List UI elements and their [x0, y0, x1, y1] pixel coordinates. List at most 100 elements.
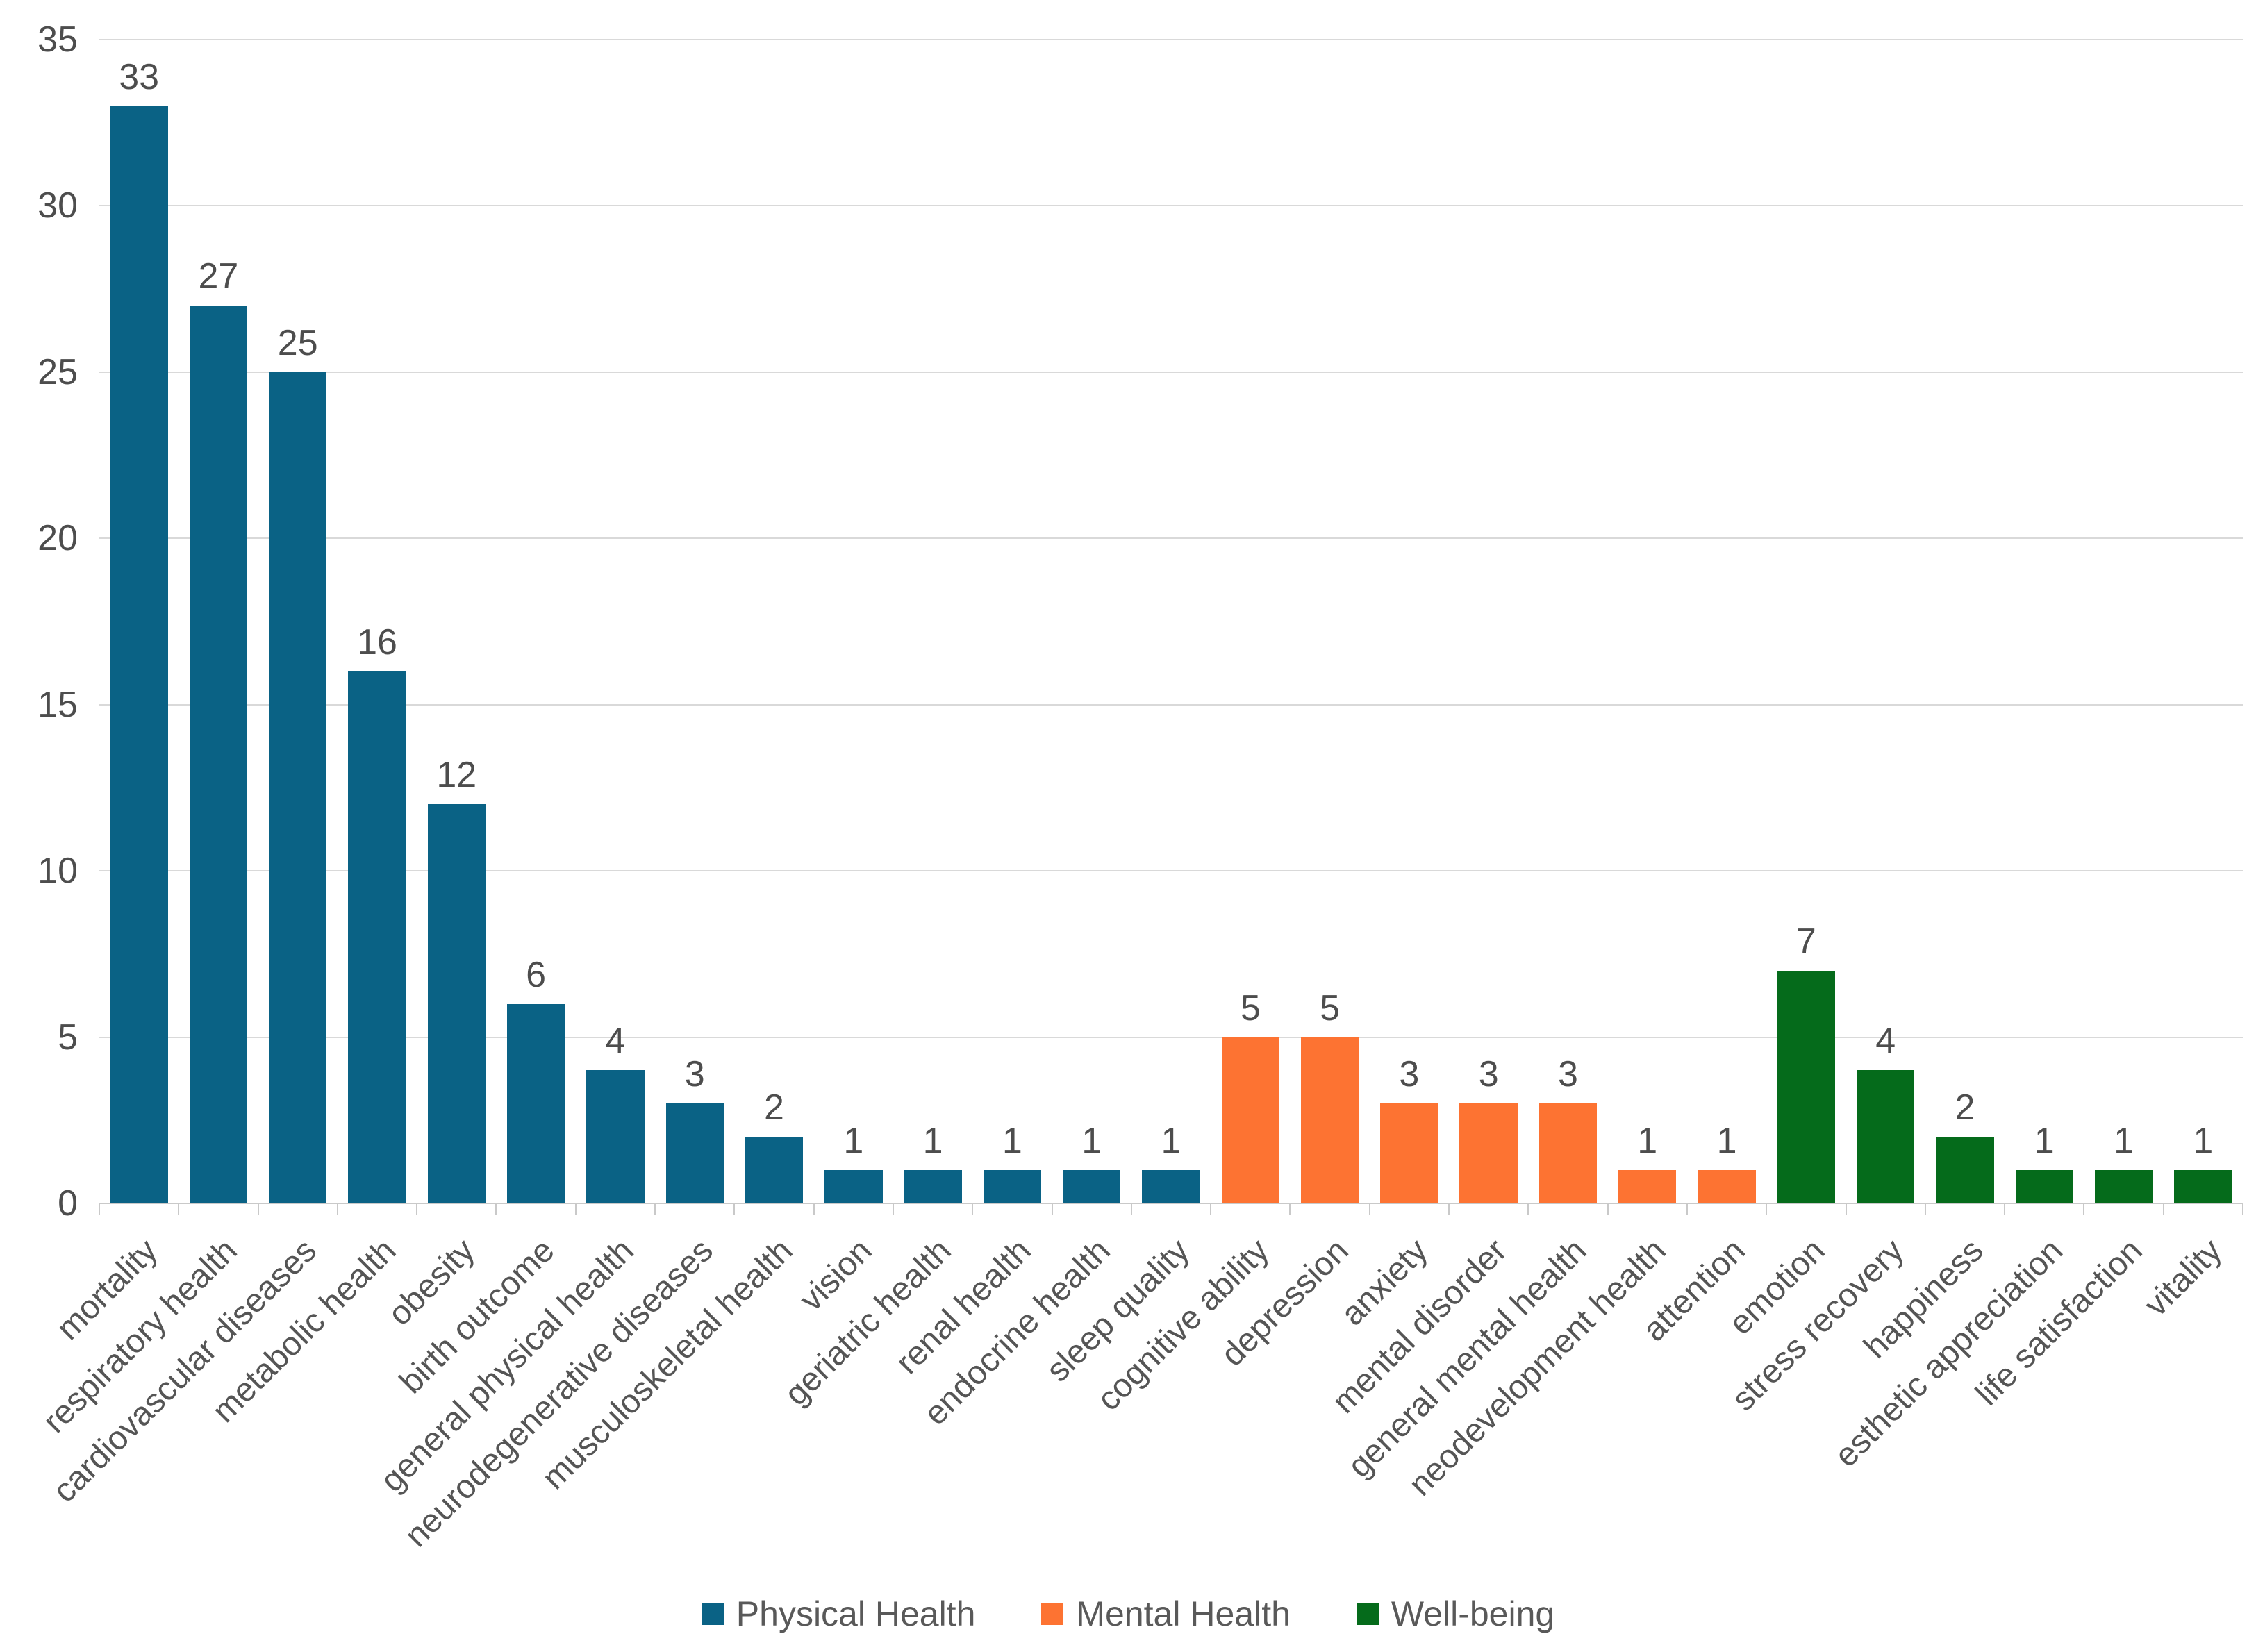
- bar-happiness: [1936, 1137, 1994, 1203]
- gridline-35: [99, 39, 2243, 40]
- y-axis-tick-label: 20: [38, 518, 78, 559]
- x-axis-tick: [336, 1203, 338, 1215]
- value-label: 25: [277, 322, 318, 363]
- gridline-20: [99, 537, 2243, 540]
- legend-swatch: [1041, 1603, 1064, 1625]
- value-label: 4: [605, 1021, 626, 1062]
- value-label: 3: [684, 1054, 705, 1095]
- bar-musculoskeletal-health: [745, 1137, 804, 1203]
- x-axis-tick: [178, 1203, 180, 1215]
- x-axis-tick: [1527, 1203, 1529, 1215]
- value-label: 1: [2193, 1121, 2214, 1162]
- value-label: 3: [1558, 1054, 1578, 1095]
- x-axis-tick: [495, 1203, 497, 1215]
- x-axis-tick: [733, 1203, 736, 1215]
- value-label: 3: [1399, 1054, 1420, 1095]
- gridline-25: [99, 371, 2243, 373]
- category-label: vitality: [2137, 1232, 2229, 1324]
- legend-item-well-being: Well-being: [1356, 1594, 1555, 1633]
- legend-swatch: [1356, 1603, 1379, 1625]
- bar-renal-health: [983, 1170, 1042, 1203]
- bar-mental-disorder: [1459, 1103, 1518, 1203]
- x-axis-tick: [1368, 1203, 1370, 1215]
- x-axis-tick: [99, 1203, 100, 1215]
- x-axis-tick: [1686, 1203, 1688, 1215]
- legend-label: Mental Health: [1076, 1594, 1291, 1633]
- bar-metabolic-health: [348, 671, 406, 1203]
- bar-stress-recovery: [1856, 1070, 1915, 1203]
- x-axis-tick: [416, 1203, 418, 1215]
- bar-life-satisfaction: [2094, 1170, 2153, 1203]
- x-axis-tick: [2083, 1203, 2085, 1215]
- bar-general-mental-health: [1538, 1103, 1598, 1203]
- bar-general-physical-health: [586, 1070, 645, 1203]
- value-label: 1: [1081, 1121, 1102, 1162]
- value-label: 16: [357, 621, 397, 662]
- x-axis-tick: [574, 1203, 577, 1215]
- value-label: 5: [1320, 987, 1341, 1028]
- bar-vitality: [2174, 1170, 2232, 1203]
- gridline-15: [99, 703, 2243, 706]
- bar-birth-outcome: [506, 1003, 565, 1203]
- x-axis-tick: [1448, 1203, 1450, 1215]
- value-label: 1: [1002, 1121, 1022, 1162]
- bar-anxiety: [1380, 1103, 1438, 1203]
- value-label: 6: [526, 954, 547, 995]
- bar-respiratory-health: [189, 306, 248, 1203]
- value-label: 1: [2114, 1121, 2134, 1162]
- x-axis-tick: [892, 1203, 894, 1215]
- value-label: 1: [843, 1121, 864, 1162]
- gridline-5: [99, 1036, 2243, 1038]
- bar-endocrine-health: [1062, 1170, 1121, 1203]
- value-label: 1: [922, 1121, 943, 1162]
- value-label: 27: [198, 256, 239, 297]
- x-axis-line: [99, 1203, 2243, 1204]
- x-axis-tick: [1766, 1203, 1768, 1215]
- bar-mortality: [110, 106, 168, 1203]
- legend-swatch: [701, 1603, 724, 1625]
- x-axis-tick: [2242, 1203, 2243, 1215]
- value-label: 1: [1161, 1121, 1181, 1162]
- x-axis-tick: [813, 1203, 815, 1215]
- bar-emotion: [1777, 970, 1836, 1203]
- y-axis-tick-label: 35: [38, 19, 78, 60]
- x-axis-tick: [1130, 1203, 1132, 1215]
- legend-item-mental-health: Mental Health: [1041, 1594, 1291, 1633]
- bar-neodevelopment-health: [1618, 1170, 1677, 1203]
- x-axis-tick: [1289, 1203, 1291, 1215]
- x-axis-tick: [2162, 1203, 2164, 1215]
- bar-obesity: [427, 804, 486, 1203]
- x-axis-tick: [1051, 1203, 1053, 1215]
- value-label: 4: [1875, 1021, 1896, 1062]
- legend-item-physical-health: Physical Health: [701, 1594, 976, 1633]
- value-label: 1: [1637, 1121, 1658, 1162]
- gridline-10: [99, 870, 2243, 872]
- value-label: 33: [119, 56, 160, 97]
- bar-esthetic-appreciation: [2015, 1170, 2073, 1203]
- y-axis-tick-label: 5: [58, 1017, 78, 1058]
- legend: Physical Health Mental Health Well-being: [0, 1594, 2256, 1633]
- gridline-30: [99, 205, 2243, 207]
- value-label: 7: [1795, 921, 1816, 962]
- value-label: 2: [1955, 1087, 1975, 1128]
- x-axis-tick: [1607, 1203, 1609, 1215]
- bar-attention: [1698, 1170, 1756, 1203]
- x-axis-tick: [654, 1203, 656, 1215]
- x-axis-tick: [1924, 1203, 1926, 1215]
- y-axis-tick-label: 0: [58, 1183, 78, 1224]
- value-label: 12: [436, 755, 477, 796]
- bar-geriatric-health: [904, 1170, 962, 1203]
- value-label: 2: [764, 1087, 784, 1128]
- value-label: 3: [1478, 1054, 1499, 1095]
- legend-label: Physical Health: [736, 1594, 976, 1633]
- value-label: 5: [1240, 987, 1261, 1028]
- x-axis-tick: [972, 1203, 974, 1215]
- legend-label: Well-being: [1391, 1594, 1555, 1633]
- y-axis-tick-label: 15: [38, 684, 78, 725]
- bar-cognitive-ability: [1221, 1037, 1279, 1203]
- value-label: 1: [2034, 1121, 2055, 1162]
- y-axis-tick-label: 10: [38, 851, 78, 892]
- bar-vision: [824, 1170, 883, 1203]
- y-axis-tick-label: 30: [38, 185, 78, 226]
